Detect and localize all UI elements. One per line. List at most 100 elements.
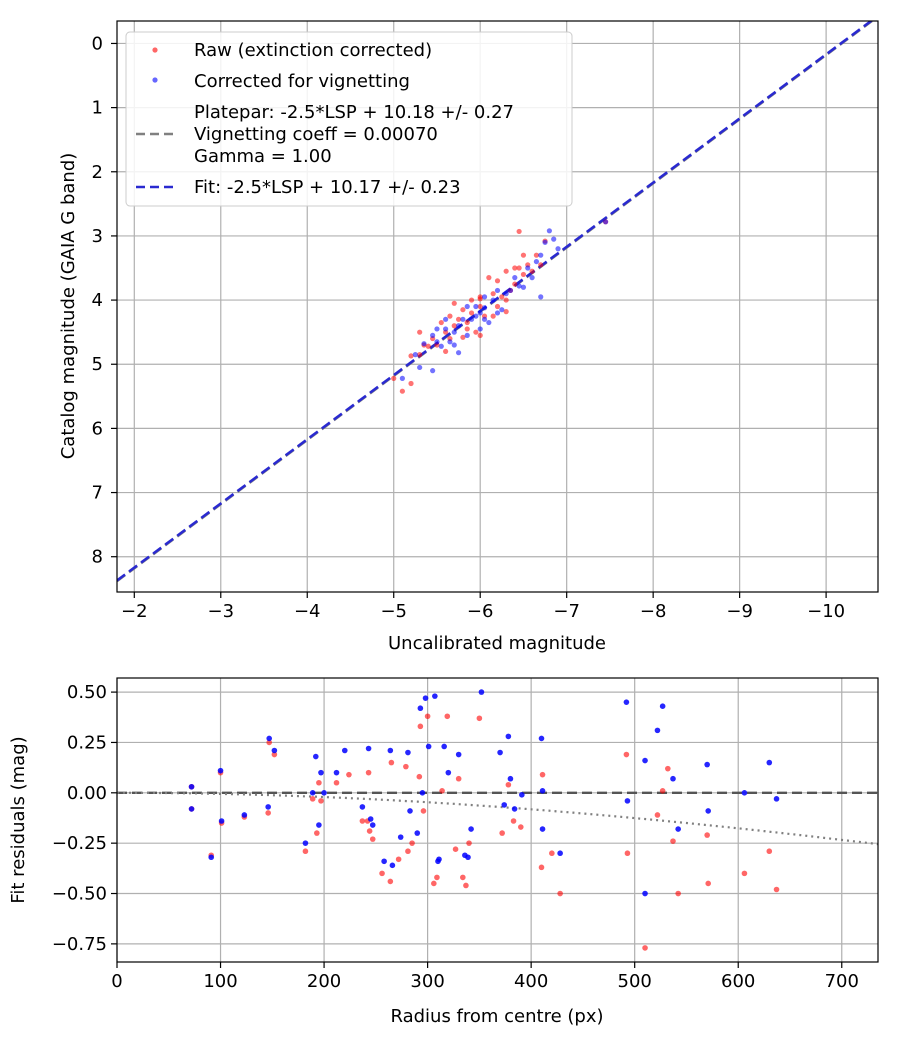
bottom-point-corrected (316, 822, 322, 828)
bottom-point-raw (405, 848, 411, 855)
top-y-tick-label: 5 (92, 354, 103, 375)
legend-marker-corrected (152, 77, 158, 83)
bottom-point-raw (271, 751, 278, 758)
bottom-x-tick-label: 100 (203, 971, 237, 992)
bottom-point-raw (704, 832, 710, 838)
bottom-point-corrected (397, 834, 404, 840)
magnitude-chart: −2 −3 −4 −5 −6 −7 −8 −9 −10 0 1 2 3 4 5 6 7 8 Uncalibrate… (58, 20, 879, 654)
top-point-corrected (477, 310, 483, 316)
top-point-corrected (507, 287, 514, 294)
bottom-point-corrected (302, 840, 309, 846)
top-point-raw (490, 313, 496, 319)
top-line-fit (117, 21, 874, 582)
bottom-x-axis-label: Radius from centre (px) (390, 1006, 603, 1027)
top-point-raw (443, 348, 449, 355)
top-x-tick-label: −10 (807, 601, 845, 622)
top-point-corrected (430, 368, 436, 374)
bottom-point-raw (499, 830, 505, 836)
bottom-point-raw (409, 840, 415, 846)
bottom-point-raw (431, 880, 437, 887)
top-point-corrected (443, 316, 449, 322)
bottom-point-corrected (365, 745, 372, 752)
top-y-axis-label: Catalog magnitude (GAIA G band) (58, 153, 79, 460)
bottom-point-raw (420, 808, 427, 814)
bottom-scatter-points (188, 689, 780, 951)
top-point-raw (538, 262, 544, 268)
bottom-point-corrected (659, 703, 666, 709)
top-point-raw (477, 332, 483, 338)
bottom-point-corrected (414, 830, 421, 836)
bottom-point-raw (395, 856, 402, 863)
bottom-point-corrected (218, 818, 225, 824)
bottom-point-corrected (766, 759, 773, 766)
top-point-corrected (473, 303, 479, 310)
bottom-point-raw (659, 787, 666, 794)
bottom-point-raw (366, 828, 373, 834)
top-point-corrected (486, 319, 492, 326)
top-point-corrected (503, 291, 509, 297)
bottom-point-corrected (417, 705, 424, 712)
top-point-corrected (473, 313, 479, 319)
bottom-point-raw (369, 836, 376, 842)
legend: Raw (extinction corrected) Corrected for… (125, 31, 573, 207)
bottom-point-raw (460, 874, 466, 881)
bottom-point-raw (466, 840, 472, 846)
bottom-point-corrected (312, 753, 319, 760)
bottom-point-raw (316, 779, 322, 786)
top-point-raw (455, 316, 462, 322)
bottom-point-raw (705, 880, 711, 887)
bottom-point-corrected (432, 693, 438, 699)
bottom-point-raw (455, 775, 462, 782)
top-point-raw (417, 329, 423, 335)
top-point-corrected (512, 275, 518, 281)
top-point-corrected (481, 294, 488, 300)
top-y-tick-label: 6 (92, 418, 103, 439)
legend-marker-raw (152, 47, 158, 53)
top-point-corrected (555, 246, 561, 252)
bottom-y-tick-label: 0.00 (67, 783, 107, 804)
bottom-point-corrected (367, 816, 374, 822)
bottom-point-raw (517, 824, 524, 830)
top-point-raw (425, 343, 431, 349)
top-point-raw (533, 252, 540, 258)
top-point-raw (408, 380, 414, 387)
bottom-point-raw (359, 818, 366, 824)
top-point-corrected (468, 316, 475, 322)
top-x-tick-label: −5 (380, 601, 407, 622)
bottom-x-tick-label: 500 (618, 971, 652, 992)
bottom-point-corrected (497, 749, 503, 756)
bottom-point-raw (266, 739, 273, 746)
bottom-x-tick-label: 200 (307, 971, 341, 992)
bottom-y-tick-label: 0.50 (67, 682, 107, 703)
top-x-tick-label: −9 (726, 601, 753, 622)
top-point-raw (451, 300, 457, 306)
top-point-raw (438, 319, 444, 326)
bottom-point-corrected (511, 806, 518, 812)
bottom-x-tick-label: 300 (410, 971, 444, 992)
top-point-raw (464, 319, 470, 326)
top-point-corrected (516, 283, 522, 289)
bottom-point-corrected (422, 695, 429, 701)
bottom-point-raw (476, 715, 483, 722)
bottom-point-raw (675, 890, 681, 897)
bottom-point-raw (439, 787, 445, 794)
top-point-raw (460, 334, 466, 340)
bottom-point-corrected (773, 796, 780, 802)
top-point-raw (494, 278, 501, 284)
bottom-point-raw (766, 848, 773, 855)
top-point-corrected (412, 352, 418, 358)
legend-label-gamma: Gamma = 1.00 (194, 146, 332, 167)
bottom-point-raw (416, 773, 423, 780)
top-x-tick-label: −3 (207, 601, 234, 622)
bottom-point-raw (452, 846, 459, 853)
top-point-corrected (477, 326, 483, 332)
top-point-corrected (546, 228, 552, 234)
top-point-corrected (455, 350, 462, 356)
bottom-point-corrected (425, 743, 432, 750)
bottom-point-corrected (271, 747, 278, 754)
top-point-corrected (533, 258, 540, 265)
bottom-point-raw (642, 945, 648, 951)
bottom-point-corrected (369, 822, 376, 828)
top-point-corrected (443, 326, 449, 332)
top-point-corrected (529, 275, 535, 281)
